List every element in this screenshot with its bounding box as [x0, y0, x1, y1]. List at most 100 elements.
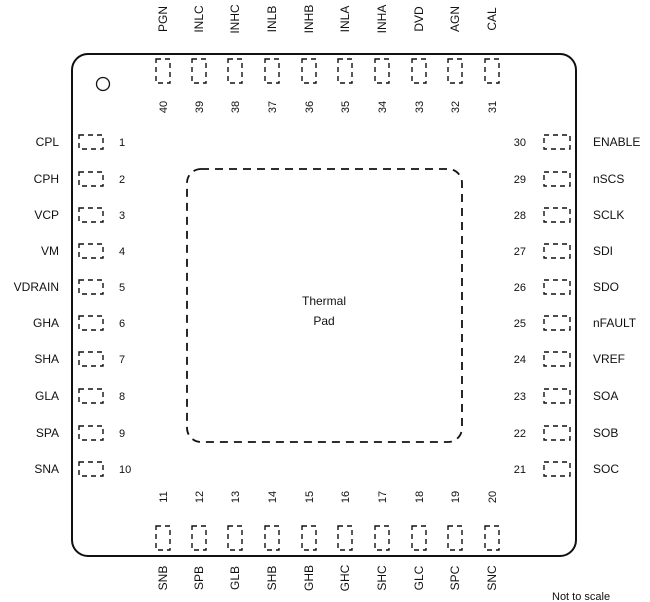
pin-number-6: 6 [119, 318, 125, 330]
pin-pad-30 [543, 134, 571, 150]
pins-layer: CPL 1 CPH 2 VCP 3 VM 4 VDRAIN 5 GHA 6 SHA 7 GLA 8 SPA 9 SN… [14, 4, 641, 591]
pin1-indicator [95, 76, 111, 92]
pin-pad-4 [78, 243, 104, 259]
pin-number-24: 24 [514, 354, 526, 366]
pin-pad-26 [543, 279, 571, 295]
pin-label-sna: SNA [34, 462, 59, 476]
pin-number-2: 2 [119, 174, 125, 186]
pin-number-32: 32 [450, 101, 462, 113]
pin-pad-15 [301, 525, 317, 551]
pin-label-gha: GHA [33, 316, 59, 330]
pin-label-vdrain: VDRAIN [14, 280, 59, 294]
pin-pad-31 [484, 58, 500, 84]
pin-pad-34 [374, 58, 390, 84]
pin-label-snb: SNB [156, 566, 170, 591]
pin-number-1: 1 [119, 137, 125, 149]
pin-number-8: 8 [119, 391, 125, 403]
pin-label-enable: ENABLE [593, 135, 640, 149]
pin-label-spb: SPB [192, 566, 206, 590]
pin-number-15: 15 [304, 491, 316, 503]
pin-label-inhc: INHC [228, 4, 242, 34]
pin-pad-3 [78, 207, 104, 223]
pin-number-21: 21 [514, 464, 526, 476]
pin-label-cal: CAL [485, 7, 499, 31]
pin-number-11: 11 [158, 491, 170, 502]
pin-label-agn: AGN [448, 6, 462, 32]
pin-label-pgn: PGN [156, 6, 170, 32]
pin-pad-20 [484, 525, 500, 551]
pin-label-cpl: CPL [36, 135, 60, 149]
pin-pad-10 [78, 461, 104, 477]
pin-pad-24 [543, 351, 571, 367]
pin-number-38: 38 [230, 101, 242, 113]
pin-number-25: 25 [514, 318, 526, 330]
pin-number-14: 14 [267, 491, 279, 503]
pin-number-36: 36 [304, 101, 316, 113]
pin-label-nfault: nFAULT [593, 316, 637, 330]
pin-number-34: 34 [377, 101, 389, 113]
pin-number-35: 35 [340, 101, 352, 113]
pin-pad-7 [78, 351, 104, 367]
pin-label-soc: SOC [593, 462, 619, 476]
pin-number-39: 39 [194, 101, 206, 113]
pin-number-22: 22 [514, 428, 526, 440]
pin-label-nscs: nSCS [593, 172, 624, 186]
pin-number-26: 26 [514, 282, 526, 294]
pin-number-30: 30 [514, 137, 526, 149]
pin-label-gla: GLA [35, 389, 59, 403]
pin-number-10: 10 [119, 464, 131, 476]
pin-pad-36 [301, 58, 317, 84]
pin-number-31: 31 [487, 101, 499, 113]
pin-label-spc: SPC [448, 565, 462, 590]
pin-pad-37 [264, 58, 280, 84]
pin-number-27: 27 [514, 246, 526, 258]
pin-pad-19 [447, 525, 463, 551]
pin-label-glc: GLC [412, 565, 426, 590]
pin-pad-35 [337, 58, 353, 84]
pin-label-sdi: SDI [593, 244, 613, 258]
pin-number-5: 5 [119, 282, 125, 294]
pin-number-9: 9 [119, 428, 125, 440]
pin-number-3: 3 [119, 210, 125, 222]
thermal-pad [186, 168, 463, 443]
pin-label-inha: INHA [375, 5, 389, 34]
pin-pad-28 [543, 207, 571, 223]
pin-label-inla: INLA [338, 6, 352, 33]
pin-number-18: 18 [414, 491, 426, 503]
pin-label-soa: SOA [593, 389, 618, 403]
pin-label-shc: SHC [375, 565, 389, 591]
pin-number-23: 23 [514, 391, 526, 403]
pin-pad-5 [78, 279, 104, 295]
pin-number-13: 13 [230, 491, 242, 503]
pin-pad-12 [191, 525, 207, 551]
pin-label-vcp: VCP [34, 208, 59, 222]
pin-label-inlc: INLC [192, 5, 206, 33]
pin-number-29: 29 [514, 174, 526, 186]
pin-pad-16 [337, 525, 353, 551]
pin-number-12: 12 [194, 491, 206, 503]
pin-label-shb: SHB [265, 566, 279, 591]
pin-label-cph: CPH [34, 172, 59, 186]
pin-pad-18 [411, 525, 427, 551]
pin-number-33: 33 [414, 101, 426, 113]
pin-label-vref: VREF [593, 352, 625, 366]
pin-label-glb: GLB [228, 566, 242, 590]
pin-number-28: 28 [514, 210, 526, 222]
pin-number-4: 4 [119, 246, 125, 258]
thermal-pad-label-2: Pad [313, 314, 334, 328]
pin-pad-8 [78, 388, 104, 404]
pin-label-inhb: INHB [302, 5, 316, 34]
pin-pad-1 [78, 134, 104, 150]
pin-number-16: 16 [340, 491, 352, 503]
pin-pad-14 [264, 525, 280, 551]
thermal-pad-label-1: Thermal [302, 294, 346, 308]
pin-label-sclk: SCLK [593, 208, 624, 222]
pin-label-sob: SOB [593, 426, 618, 440]
pin-pad-11 [155, 525, 171, 551]
pin-pad-25 [543, 315, 571, 331]
pin-number-17: 17 [377, 491, 389, 503]
pin-pad-29 [543, 171, 571, 187]
pin-pad-22 [543, 425, 571, 441]
pin-pad-13 [227, 525, 243, 551]
